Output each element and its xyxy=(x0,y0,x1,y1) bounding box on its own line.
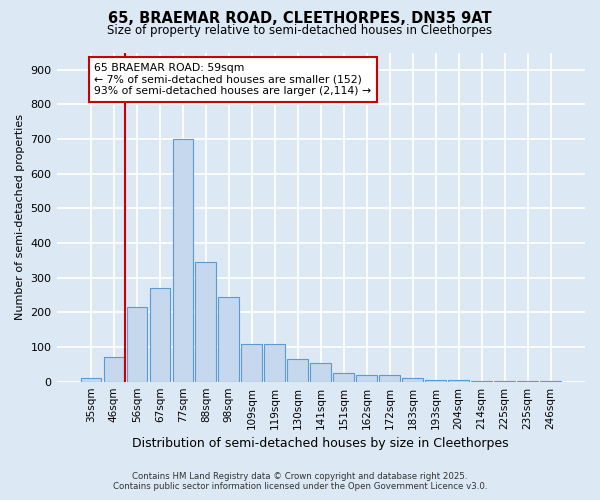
Bar xyxy=(379,375,400,382)
Bar xyxy=(104,358,124,382)
Bar xyxy=(80,378,101,382)
Bar xyxy=(241,344,262,382)
Bar xyxy=(472,380,492,382)
Bar xyxy=(218,297,239,382)
Bar xyxy=(265,344,285,382)
Bar xyxy=(334,373,354,382)
Bar xyxy=(448,380,469,382)
Y-axis label: Number of semi-detached properties: Number of semi-detached properties xyxy=(15,114,25,320)
Bar xyxy=(310,362,331,382)
X-axis label: Distribution of semi-detached houses by size in Cleethorpes: Distribution of semi-detached houses by … xyxy=(133,437,509,450)
Bar xyxy=(425,380,446,382)
Bar xyxy=(149,288,170,382)
Text: 65 BRAEMAR ROAD: 59sqm
← 7% of semi-detached houses are smaller (152)
93% of sem: 65 BRAEMAR ROAD: 59sqm ← 7% of semi-deta… xyxy=(94,63,371,96)
Bar xyxy=(356,375,377,382)
Text: 65, BRAEMAR ROAD, CLEETHORPES, DN35 9AT: 65, BRAEMAR ROAD, CLEETHORPES, DN35 9AT xyxy=(108,11,492,26)
Bar xyxy=(196,262,216,382)
Bar xyxy=(403,378,423,382)
Text: Size of property relative to semi-detached houses in Cleethorpes: Size of property relative to semi-detach… xyxy=(107,24,493,37)
Bar xyxy=(173,139,193,382)
Bar xyxy=(127,307,147,382)
Text: Contains HM Land Registry data © Crown copyright and database right 2025.
Contai: Contains HM Land Registry data © Crown c… xyxy=(113,472,487,491)
Bar xyxy=(494,381,515,382)
Bar xyxy=(287,359,308,382)
Bar xyxy=(517,381,538,382)
Bar xyxy=(540,381,561,382)
